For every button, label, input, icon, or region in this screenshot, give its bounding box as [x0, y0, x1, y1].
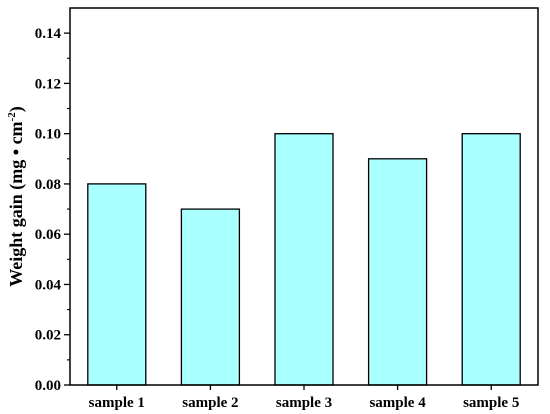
y-axis-title-superscript: -2	[6, 112, 18, 122]
bar-sample-1	[87, 183, 147, 386]
y-tick-label: 0.04	[35, 277, 62, 293]
y-tick-label: 0.06	[35, 227, 62, 243]
y-tick-label: 0.08	[35, 177, 61, 193]
bars-group	[87, 133, 521, 386]
x-axis: sample 1 sample 2 sample 3 sample 4 sample 5	[89, 385, 519, 411]
x-tick-label: sample 3	[276, 395, 332, 411]
y-axis-title-close: )	[6, 106, 27, 112]
y-axis: 0.00 0.02 0.04 0.06 0.08 0.10 0.12 0.14	[35, 26, 70, 394]
x-tick-label: sample 2	[182, 395, 238, 411]
y-axis-title: Weight gain (mg • cm-2)	[6, 106, 27, 286]
bar-sample-3	[274, 133, 334, 386]
plot-frame	[69, 7, 539, 386]
y-tick-label: 0.00	[35, 378, 61, 394]
bar-sample-5	[461, 133, 521, 386]
y-axis-title-main: Weight gain (mg • cm	[6, 121, 27, 286]
x-tick-label: sample 5	[463, 395, 519, 411]
bar-sample-2	[180, 208, 241, 386]
y-tick-label: 0.14	[35, 26, 62, 42]
y-tick-label: 0.02	[35, 328, 61, 344]
bar-sample-4	[367, 158, 428, 386]
y-tick-label: 0.10	[35, 127, 61, 143]
x-tick-label: sample 4	[369, 395, 426, 411]
y-tick-label: 0.12	[35, 76, 61, 92]
x-tick-label: sample 1	[89, 395, 145, 411]
